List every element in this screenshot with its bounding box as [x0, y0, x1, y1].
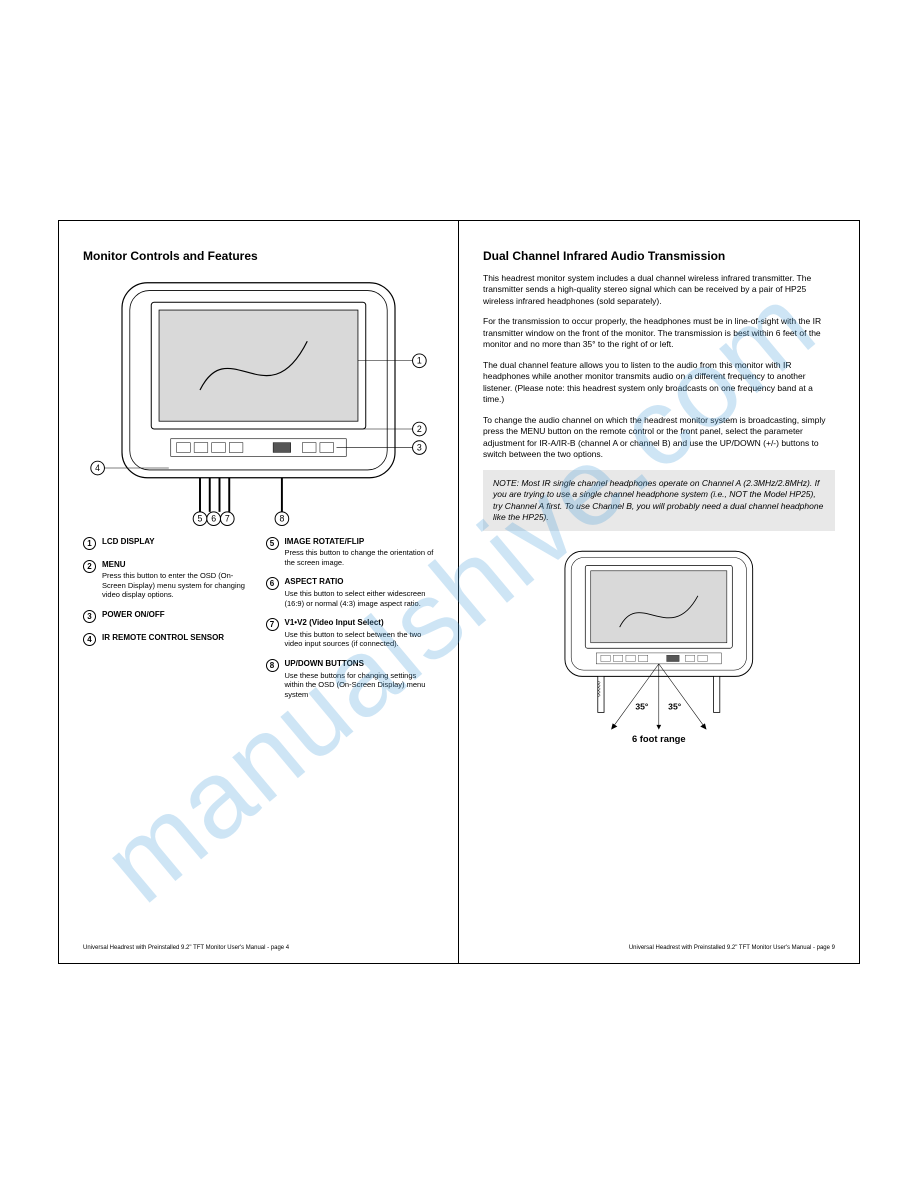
features-col-2: 5 IMAGE ROTATE/FLIPPress this button to … — [266, 537, 435, 710]
callout-6: 6 — [211, 514, 216, 524]
feature-desc: Use these buttons for changing settings … — [285, 671, 435, 700]
feature-item: 5 IMAGE ROTATE/FLIPPress this button to … — [266, 537, 435, 568]
page-right: Dual Channel Infrared Audio Transmission… — [459, 221, 859, 963]
callout-5: 5 — [198, 514, 203, 524]
feature-number: 8 — [266, 659, 279, 672]
feature-desc: Press this button to enter the OSD (On-S… — [102, 571, 252, 600]
feature-number: 2 — [83, 560, 96, 573]
feature-title: V1•V2 (Video Input Select) — [285, 618, 435, 628]
angle-right-label: 35° — [668, 702, 682, 712]
feature-title: POWER ON/OFF — [102, 610, 252, 620]
callout-3: 3 — [417, 442, 422, 452]
range-label: 6 foot range — [632, 735, 686, 745]
ir-range-diagram: 35° 35° 6 foot range — [518, 545, 800, 748]
feature-title: ASPECT RATIO — [285, 577, 435, 587]
feature-item: 3 POWER ON/OFF — [83, 610, 252, 623]
feature-title: LCD DISPLAY — [102, 537, 252, 547]
right-footer: Universal Headrest with Preinstalled 9.2… — [629, 945, 835, 951]
features-col-1: 1 LCD DISPLAY 2 MENUPress this button to… — [83, 537, 252, 710]
features-grid: 1 LCD DISPLAY 2 MENUPress this button to… — [83, 537, 434, 710]
left-heading: Monitor Controls and Features — [83, 249, 434, 263]
feature-title: IMAGE ROTATE/FLIP — [285, 537, 435, 547]
feature-title: IR REMOTE CONTROL SENSOR — [102, 633, 252, 643]
monitor-diagram: 1 2 3 4 5 6 7 8 — [83, 273, 434, 527]
right-p1: This headrest monitor system includes a … — [483, 273, 835, 307]
right-p3: The dual channel feature allows you to l… — [483, 360, 835, 406]
feature-desc: Use this button to select between the tw… — [285, 630, 435, 650]
page-left: Monitor Controls and Features — [59, 221, 459, 963]
feature-item: 8 UP/DOWN BUTTONS Use these buttons for c… — [266, 659, 435, 700]
callout-1: 1 — [417, 356, 422, 366]
feature-item: 6 ASPECT RATIO Use this button to select … — [266, 577, 435, 608]
feature-item: 1 LCD DISPLAY — [83, 537, 252, 550]
feature-desc: Press this button to change the orientat… — [285, 548, 435, 568]
callout-2: 2 — [417, 424, 422, 434]
callout-4: 4 — [95, 463, 100, 473]
callout-8: 8 — [279, 514, 284, 524]
feature-item: 4 IR REMOTE CONTROL SENSOR — [83, 633, 252, 646]
feature-desc: Use this button to select either widescr… — [285, 589, 435, 609]
feature-number: 1 — [83, 537, 96, 550]
feature-item: 7 V1•V2 (Video Input Select) Use this but… — [266, 618, 435, 649]
angle-left-label: 35° — [636, 702, 650, 712]
left-footer: Universal Headrest with Preinstalled 9.2… — [83, 945, 289, 951]
callout-7: 7 — [225, 514, 230, 524]
feature-number: 3 — [83, 610, 96, 623]
right-p2: For the transmission to occur properly, … — [483, 316, 835, 350]
right-heading: Dual Channel Infrared Audio Transmission — [483, 249, 835, 263]
feature-title: MENU — [102, 560, 252, 570]
feature-number: 5 — [266, 537, 279, 550]
feature-title: UP/DOWN BUTTONS — [285, 659, 435, 669]
note-box: NOTE: Most IR single channel headphones … — [483, 470, 835, 532]
right-p4: To change the audio channel on which the… — [483, 415, 835, 461]
manual-spread: Monitor Controls and Features — [58, 220, 860, 964]
feature-number: 7 — [266, 618, 279, 631]
feature-item: 2 MENUPress this button to enter the OSD… — [83, 560, 252, 601]
feature-number: 4 — [83, 633, 96, 646]
feature-number: 6 — [266, 577, 279, 590]
